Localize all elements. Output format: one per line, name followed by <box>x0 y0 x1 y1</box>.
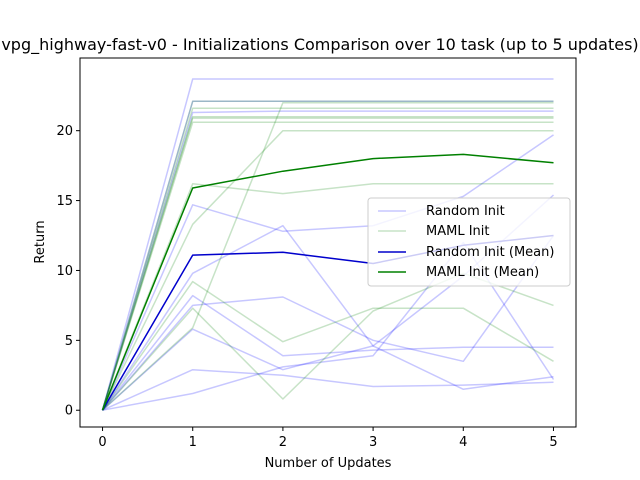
maml-init-run-line-10 <box>101 115 554 411</box>
y-axis-ticks: 0 5 10 15 20 <box>56 124 80 419</box>
x-tick-label: 1 <box>189 435 197 450</box>
y-tick-label: 20 <box>56 124 73 139</box>
y-tick-label: 15 <box>56 194 73 209</box>
random-init-run-line-5 <box>101 235 555 411</box>
legend-label-random-mean: Random Init (Mean) <box>426 245 554 260</box>
y-axis-label: Return <box>33 220 48 263</box>
x-tick-label: 3 <box>369 435 377 450</box>
random-init-run-line-6 <box>101 294 554 411</box>
y-tick-label: 0 <box>65 404 73 419</box>
maml-init-run-line-6 <box>101 129 554 411</box>
maml-init-run-line-7 <box>101 280 554 411</box>
y-tick-label: 5 <box>65 334 73 349</box>
random-init-run-line-1 <box>101 78 554 411</box>
legend-label-maml-init: MAML Init <box>426 224 489 239</box>
x-tick-label: 4 <box>459 435 467 450</box>
random-init-run-line-3 <box>101 134 554 411</box>
maml-init-run-line-1 <box>101 100 554 411</box>
maml-init-mean-line <box>101 153 554 411</box>
random-init-run-line-10 <box>101 110 554 411</box>
x-axis-label: Number of Updates <box>265 456 392 471</box>
maml-init-run-line-3 <box>101 117 554 411</box>
random-init-run-line-8 <box>102 368 554 411</box>
legend: Random Init MAML Init Random Init (Mean)… <box>367 197 571 287</box>
maml-init-run-line-4 <box>101 121 554 411</box>
legend-box <box>367 197 571 287</box>
maml-init-run-line-2 <box>101 107 554 411</box>
chart-title: vpg_highway-fast-v0 - Initializations Co… <box>1 35 638 55</box>
x-axis-ticks: 0 1 2 3 4 5 <box>98 427 558 450</box>
plot-frame <box>79 57 577 428</box>
maml-init-run-line-5 <box>101 183 554 411</box>
x-tick-label: 0 <box>98 435 106 450</box>
x-tick-label: 5 <box>549 435 557 450</box>
random-init-run-line-2 <box>101 100 554 411</box>
legend-label-maml-mean: MAML Init (Mean) <box>426 265 539 280</box>
maml-init-run-line-9 <box>101 101 554 411</box>
plot-lines <box>101 78 555 411</box>
y-tick-label: 10 <box>56 264 73 279</box>
legend-label-random-init: Random Init <box>426 204 505 219</box>
random-init-run-line-7 <box>101 328 554 411</box>
x-tick-label: 2 <box>279 435 287 450</box>
